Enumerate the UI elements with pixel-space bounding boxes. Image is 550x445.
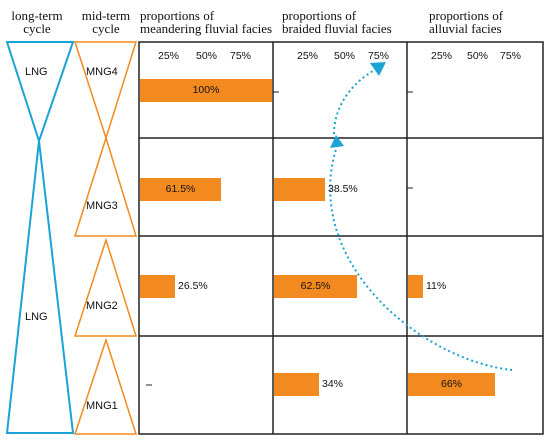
mid-term-label-mng4: MNG4	[86, 66, 118, 78]
bar-braided-mng2	[274, 274, 357, 298]
header-meandering: proportions of meandering fluvial facies	[140, 9, 275, 35]
tick-meandering-25: 25%	[158, 50, 180, 62]
bar-label-braided-mng1: 34%	[322, 378, 344, 390]
mng3-triangle	[73, 135, 138, 237]
long-term-label-lower: LNG	[25, 311, 48, 323]
tick-meandering-75: 75%	[230, 50, 252, 62]
bar-alluvial-mng1	[408, 372, 495, 396]
mid-term-label-mng1: MNG1	[86, 400, 118, 412]
long-term-label-upper: LNG	[25, 66, 48, 78]
header-mid-term: mid-term cycle	[74, 9, 138, 35]
long-term-lower-triangle	[5, 140, 75, 434]
tick-braided-25: 25%	[297, 50, 319, 62]
long-term-upper-triangle	[5, 41, 75, 145]
bar-label-alluvial-mng2: 11%	[426, 280, 447, 292]
bar-label-meandering-mng2: 26.5%	[178, 280, 208, 292]
header-long-term: long-term cycle	[0, 9, 74, 35]
header-meandering-line2: meandering fluvial facies	[140, 21, 273, 36]
mid-term-label-mng3: MNG3	[86, 200, 118, 212]
bar-alluvial-mng2	[408, 274, 423, 298]
header-meandering-line1: proportions of	[140, 8, 215, 23]
mng1-triangle	[73, 337, 138, 435]
header-braided-line2: braided fluvial facies	[282, 21, 392, 36]
bar-label-braided-mng2: 62.5%	[300, 280, 331, 292]
header-alluvial: proportions of alluvial facies	[429, 9, 544, 35]
trend-arrow-lower	[329, 145, 513, 371]
mid-term-label-mng2: MNG2	[86, 300, 118, 312]
header-mid-term-line2: cycle	[92, 21, 120, 36]
trend-arrow-upper	[333, 67, 379, 135]
tick-braided-75: 75%	[368, 50, 390, 62]
tick-alluvial-25: 25%	[431, 50, 453, 62]
bar-label-alluvial-mng1: 66%	[440, 378, 462, 390]
frame	[138, 41, 544, 435]
bar-braided-mng1	[274, 372, 319, 396]
bar-label-braided-mng3: 38.5%	[328, 183, 358, 195]
bar-meandering-mng2	[140, 274, 175, 298]
tick-meandering-50: 50%	[196, 50, 218, 62]
header-mid-term-line1: mid-term	[81, 8, 131, 23]
mng2-triangle	[73, 237, 138, 337]
header-long-term-line2: cycle	[23, 21, 51, 36]
header-long-term-line1: long-term	[11, 8, 63, 23]
header-alluvial-line2: alluvial facies	[429, 21, 502, 36]
bar-label-meandering-mng3: 61.5%	[165, 183, 196, 195]
bar-meandering-mng3	[140, 177, 221, 201]
bar-braided-mng3	[274, 177, 325, 201]
trend-arrowhead-upper	[370, 62, 386, 76]
tick-alluvial-50: 50%	[467, 50, 489, 62]
trend-arrowhead-lower	[330, 135, 344, 148]
header-alluvial-line1: proportions of	[429, 8, 504, 23]
header-braided-line1: proportions of	[282, 8, 357, 23]
header-braided: proportions of braided fluvial facies	[282, 9, 412, 35]
mng4-triangle	[73, 41, 138, 141]
bar-label-meandering-mng4: 100%	[192, 84, 220, 96]
bar-meandering-mng4	[140, 78, 272, 102]
tick-alluvial-75: 75%	[500, 50, 522, 62]
tick-braided-50: 50%	[334, 50, 356, 62]
